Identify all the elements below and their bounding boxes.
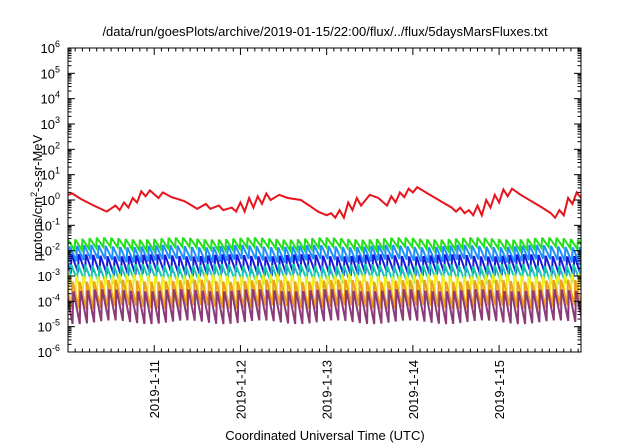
y-tick-label: 10-3 xyxy=(38,267,60,284)
series-line-3 xyxy=(68,254,581,277)
y-tick-label: 10-5 xyxy=(38,318,60,335)
series-line-6 xyxy=(68,279,581,310)
x-tick-label: 2019-1-11 xyxy=(147,360,162,418)
series-line-4 xyxy=(68,263,581,284)
y-axis-label: protons/cm2-s-sr-MeV xyxy=(29,134,45,261)
y-tick-label: 100 xyxy=(41,191,60,208)
x-tick-label: 2019-1-12 xyxy=(233,360,248,419)
y-tick-label: 10-1 xyxy=(38,216,60,233)
y-tick-label: 102 xyxy=(41,140,60,157)
y-tick-label: 104 xyxy=(41,90,60,107)
svg-text:protons/cm2-s-sr-MeV: protons/cm2-s-sr-MeV xyxy=(29,134,45,261)
y-tick-label: 103 xyxy=(41,115,60,132)
x-tick-label: 2019-1-14 xyxy=(406,360,421,419)
chart-title: /data/run/goesPlots/archive/2019-01-15/2… xyxy=(102,24,548,39)
x-axis-label: Coordinated Universal Time (UTC) xyxy=(225,428,424,443)
y-tick-label: 106 xyxy=(41,39,60,56)
y-tick-label: 10-6 xyxy=(38,343,60,360)
plot-frame xyxy=(67,47,582,353)
series-line-1 xyxy=(68,237,581,254)
y-tick-label: 10-4 xyxy=(38,292,60,309)
y-axis-label-sup: 2 xyxy=(29,192,39,197)
series-line-2 xyxy=(68,244,581,263)
y-tick-label: 10-2 xyxy=(38,242,60,259)
series-line-7 xyxy=(68,289,581,325)
x-tick-label: 2019-1-15 xyxy=(492,360,507,419)
y-tick-label: 105 xyxy=(41,64,60,81)
y-axis-label-prefix: protons/cm xyxy=(30,197,45,261)
x-tick-label: 2019-1-13 xyxy=(320,360,335,419)
series-line-0 xyxy=(68,185,581,221)
y-axis-label-suffix: -s-sr-MeV xyxy=(30,134,45,191)
y-tick-label: 101 xyxy=(41,166,60,183)
series-line-5 xyxy=(68,273,581,302)
